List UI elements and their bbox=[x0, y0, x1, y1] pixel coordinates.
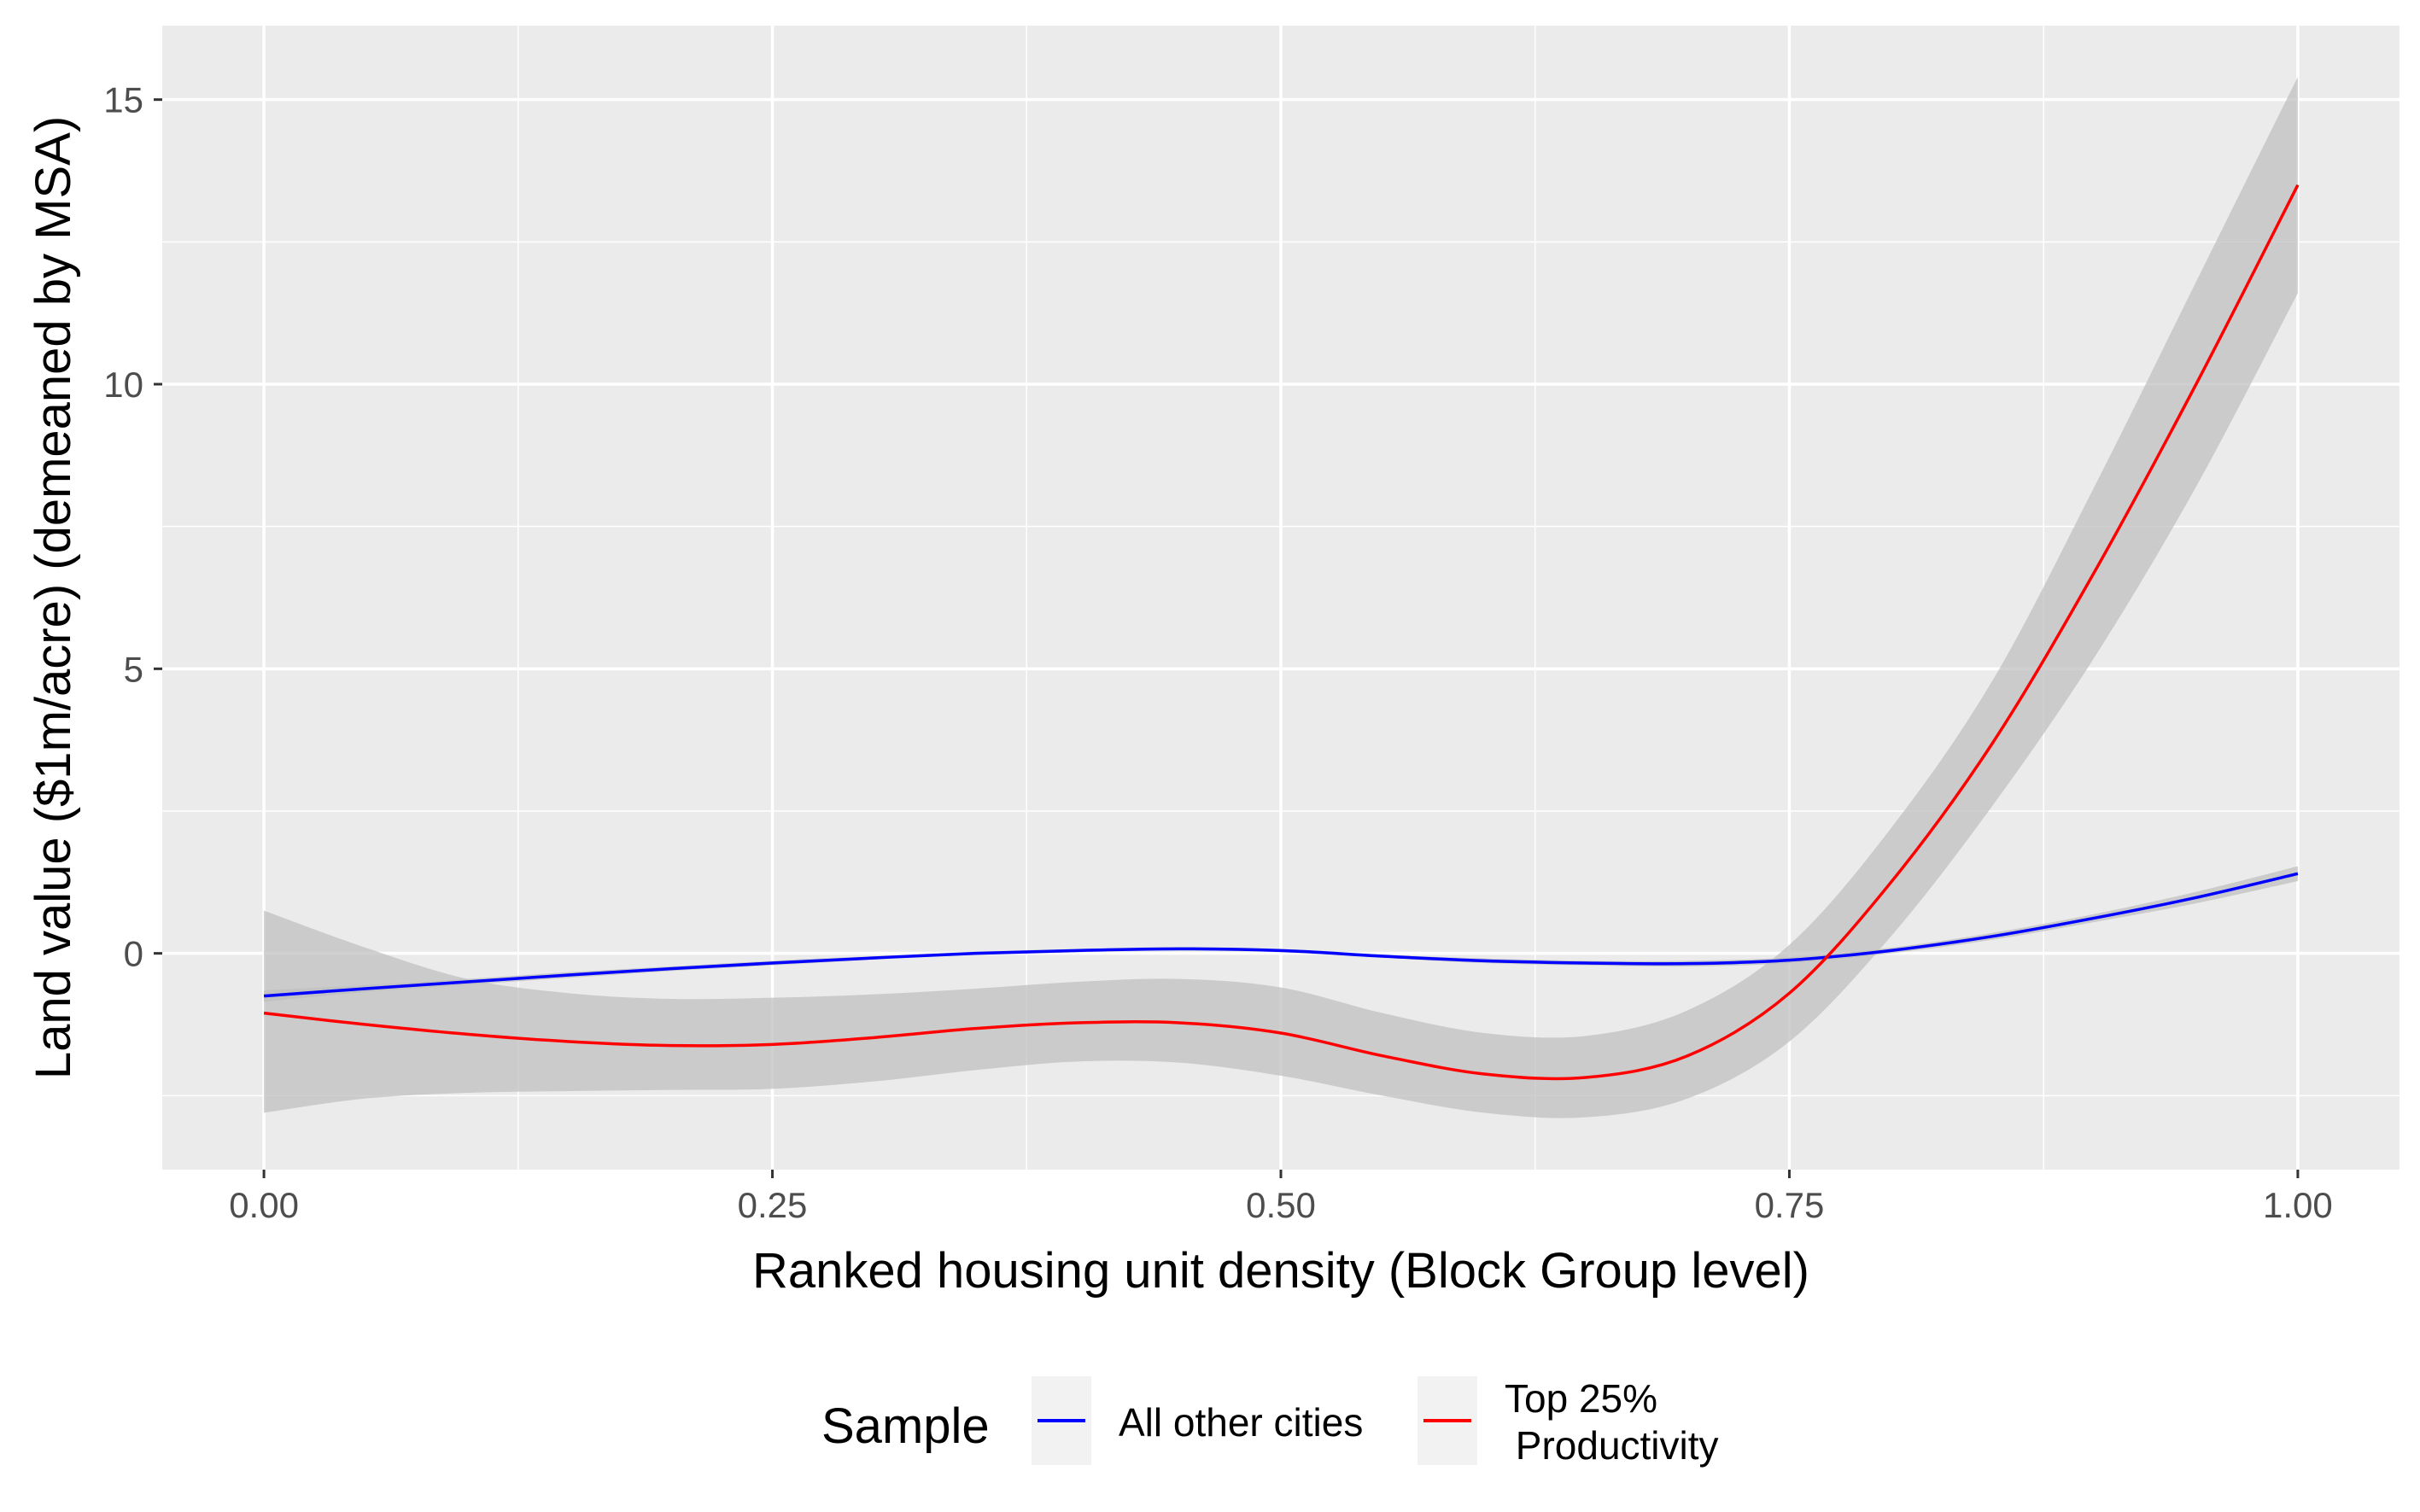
legend-title: Sample bbox=[821, 1398, 990, 1454]
y-tick-label-1: 5 bbox=[124, 649, 143, 689]
y-axis: 0 5 10 15 bbox=[103, 80, 162, 974]
series-lines bbox=[263, 184, 2300, 1081]
y-tick-label-3: 15 bbox=[103, 80, 143, 120]
x-axis-title: Ranked housing unit density (Block Group… bbox=[752, 1243, 1809, 1299]
x-tick-label-2: 0.50 bbox=[1246, 1185, 1316, 1225]
x-tick-label-0: 0.00 bbox=[229, 1185, 299, 1225]
x-tick-label-1: 0.25 bbox=[738, 1185, 808, 1225]
ribbon-top-25-productivity bbox=[264, 77, 2298, 1118]
y-tick-label-0: 0 bbox=[124, 934, 143, 974]
x-tick-label-4: 1.00 bbox=[2263, 1185, 2333, 1225]
line-top-25-productivity bbox=[263, 184, 2300, 1081]
legend-label-all-other-cities: All other cities bbox=[1119, 1400, 1363, 1445]
line-all-other-cities bbox=[263, 872, 2299, 998]
y-axis-title: Land value ($1m/acre) (demeaned by MSA) bbox=[26, 116, 81, 1079]
y-tick-label-2: 10 bbox=[103, 365, 143, 405]
x-axis: 0.00 0.25 0.50 0.75 1.00 bbox=[229, 1170, 2333, 1225]
legend: Sample All other cities Top 25% Producti… bbox=[821, 1376, 1719, 1468]
x-tick-label-3: 0.75 bbox=[1755, 1185, 1825, 1225]
legend-label-top-25-productivity: Top 25% Productivity bbox=[1505, 1376, 1719, 1468]
confidence-ribbons bbox=[264, 77, 2298, 1118]
